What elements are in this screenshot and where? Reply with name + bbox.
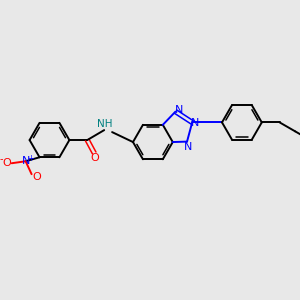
Text: N: N — [21, 156, 30, 166]
Text: O: O — [32, 172, 41, 182]
Text: N: N — [191, 118, 200, 128]
Text: N: N — [184, 142, 192, 152]
Text: -: - — [0, 154, 2, 164]
Text: O: O — [91, 153, 100, 163]
Text: O: O — [2, 158, 11, 168]
Text: +: + — [27, 154, 34, 163]
Text: N: N — [175, 105, 184, 115]
Text: NH: NH — [98, 119, 113, 129]
